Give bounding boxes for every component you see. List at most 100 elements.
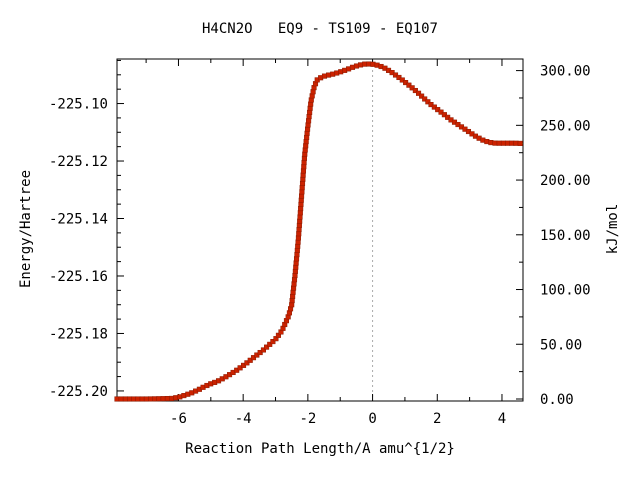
y2-tick-label: 250.00 [540, 118, 591, 134]
y2-tick-label: 100.00 [540, 283, 591, 299]
series-point [247, 357, 253, 363]
series-line [117, 63, 524, 400]
series-point [362, 61, 368, 67]
series-point [143, 396, 149, 402]
series-point [505, 140, 511, 146]
series-point [296, 231, 302, 237]
y2-tick-label: 300.00 [540, 64, 591, 80]
x-tick-label: -4 [235, 411, 252, 427]
series-point [307, 105, 313, 111]
series-point [260, 347, 266, 353]
series-point [306, 114, 312, 120]
series-point [412, 87, 418, 94]
series-point [290, 289, 296, 295]
series-point [416, 90, 422, 96]
series-point [305, 122, 311, 128]
series-point [304, 134, 310, 140]
y-axis-left: -225.20 -225.18 -225.16 -225.14 -225.12 -225.… [49, 59, 124, 400]
series-point [422, 96, 428, 102]
series-point [295, 243, 301, 249]
series-point [301, 164, 307, 170]
series-point [517, 140, 523, 146]
series-point [114, 396, 120, 402]
series-point [307, 109, 313, 115]
series-point [291, 277, 298, 283]
series-point [406, 82, 412, 88]
series-point [289, 302, 295, 308]
series-point [299, 180, 306, 186]
series-point [419, 93, 425, 99]
series-point [488, 140, 494, 146]
series-point [291, 285, 297, 291]
series-point [299, 193, 305, 199]
series-point [305, 126, 311, 132]
series-point [257, 349, 263, 356]
series-point [250, 355, 257, 361]
series-point [267, 341, 273, 347]
series-point [302, 147, 308, 153]
series-point [294, 247, 300, 253]
series-point [500, 140, 506, 146]
series-point [296, 222, 302, 228]
x-axis-label: Reaction Path Length/A amu^{1/2} [185, 441, 455, 457]
series-point [135, 396, 141, 402]
y-tick-label: -225.18 [49, 326, 108, 342]
y2-tick-label: 200.00 [540, 173, 591, 189]
x-tick-label: 2 [433, 411, 441, 427]
series-point [264, 344, 270, 350]
series-point [300, 168, 307, 174]
x-axis: -6 -4 -2 0 2 4 [145, 59, 506, 427]
series-point [298, 197, 304, 203]
series-point [292, 272, 298, 279]
series-point [139, 396, 145, 402]
series-point [300, 172, 306, 178]
series-point [270, 339, 276, 345]
y2-axis-label: kJ/mol [605, 204, 621, 255]
series-point [164, 395, 170, 402]
series-point [296, 226, 302, 233]
series-point [294, 252, 300, 258]
series-point [299, 185, 305, 191]
series-point [295, 235, 301, 241]
series-point [302, 151, 308, 157]
x-tick-label: 4 [498, 411, 506, 427]
series-point [492, 140, 498, 146]
series-point [289, 298, 295, 304]
series-point [399, 77, 405, 83]
y-tick-label: -225.12 [49, 154, 108, 170]
y-tick-label: -225.20 [49, 384, 108, 400]
energy-profile-series [114, 61, 524, 402]
series-point [425, 99, 431, 105]
series-point [366, 61, 372, 67]
series-point [445, 114, 451, 120]
series-point [513, 140, 519, 146]
y-tick-label: -225.16 [49, 269, 108, 285]
series-point [298, 206, 304, 212]
series-point [496, 140, 502, 146]
series-point [301, 155, 307, 161]
series-point [290, 293, 296, 299]
chart-title: H4CN2O EQ9 - TS109 - EQ107 [202, 21, 438, 37]
series-point [298, 201, 304, 207]
y-axis-label: Energy/Hartree [18, 170, 34, 288]
series-point [293, 260, 299, 266]
series-point [131, 396, 137, 402]
series-point [297, 214, 303, 220]
plot-frame [116, 58, 524, 402]
y-axis-right: 0.00 50.00 100.00 150.00 200.00 250.00 300.00 [516, 64, 591, 408]
series-point [300, 176, 306, 182]
series-point [292, 268, 298, 274]
series-point [297, 218, 303, 224]
series-point [403, 80, 409, 86]
series-point [299, 189, 305, 195]
series-point [156, 396, 162, 402]
series-point [152, 396, 158, 402]
y2-tick-label: 50.00 [540, 337, 582, 353]
y-tick-label: -225.10 [49, 97, 108, 113]
y2-tick-label: 0.00 [540, 392, 574, 408]
series-point [409, 85, 415, 91]
series-point [301, 159, 307, 166]
series-point [148, 396, 154, 402]
series-point [303, 139, 309, 145]
series-point [304, 130, 310, 136]
